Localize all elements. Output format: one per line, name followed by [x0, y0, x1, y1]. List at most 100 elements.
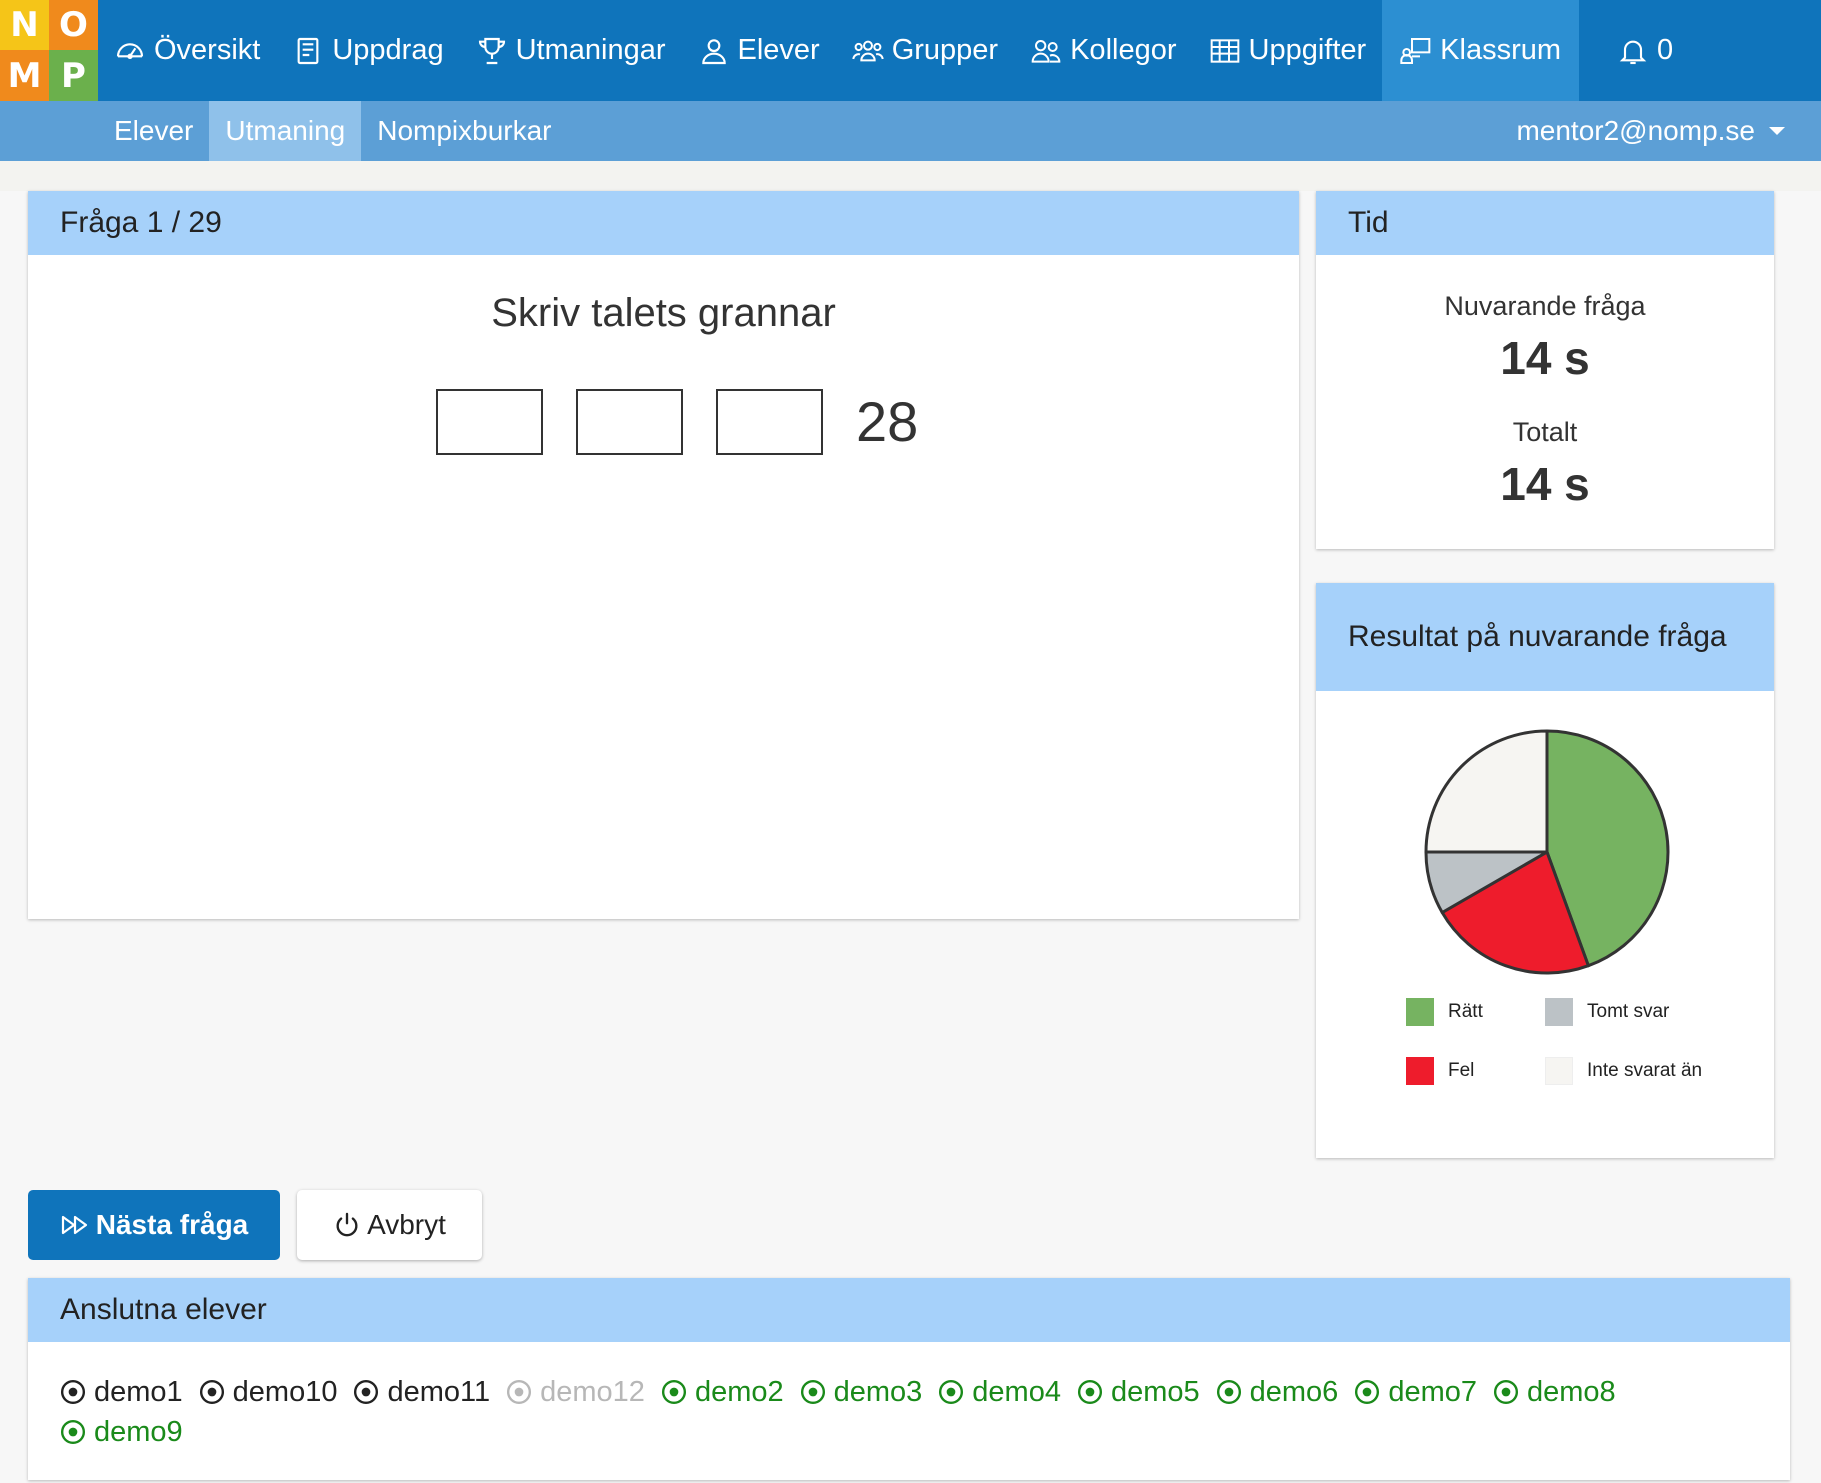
legend-item-ratt: Rätt: [1406, 998, 1483, 1026]
power-icon: [336, 1212, 358, 1237]
student-name: demo10: [232, 1376, 338, 1408]
student-demo10[interactable]: demo10: [199, 1374, 338, 1410]
pie-slice-inte-svarat-än: [1424, 729, 1549, 854]
student-list: demo1 demo10 demo11 demo12 demo2 demo3 demo4 de…: [60, 1374, 1720, 1450]
notification-count: 0: [1657, 34, 1674, 66]
connected-students-header: Anslutna elever: [28, 1278, 1790, 1342]
nav-item-label: Kollegor: [1070, 34, 1177, 66]
answer-box-2[interactable]: [576, 389, 683, 455]
abort-label: Avbryt: [367, 1209, 446, 1240]
pie-slice-fel: [1440, 850, 1590, 975]
time-header: Tid: [1316, 191, 1774, 255]
nav-item-kollegor[interactable]: Kollegor: [1014, 0, 1192, 101]
nav-item-uppdrag[interactable]: Uppdrag: [276, 0, 459, 101]
subnav-item-nompixburkar[interactable]: Nompixburkar: [377, 115, 552, 146]
legend-swatch-fel: [1406, 1057, 1434, 1085]
dashboard-icon: [116, 42, 144, 59]
legend-swatch-ratt: [1406, 998, 1434, 1026]
student-demo1[interactable]: demo1: [60, 1374, 183, 1410]
student-name: demo4: [972, 1376, 1061, 1408]
status-dot-icon: [661, 1379, 686, 1405]
fast-forward-icon: [61, 1215, 87, 1235]
next-question-button[interactable]: Nästa fråga: [28, 1190, 280, 1260]
student-name: demo8: [1526, 1376, 1616, 1408]
group-icon: [852, 40, 884, 61]
legend-swatch-tomt-svar: [1545, 998, 1573, 1026]
nomp-logo[interactable]: N O M P: [0, 0, 98, 101]
student-name: demo11: [387, 1376, 491, 1408]
results-pie-chart: [1424, 729, 1670, 975]
nav-item-label: Klassrum: [1440, 34, 1562, 66]
student-name: demo7: [1388, 1376, 1477, 1408]
legend-item-fel: Fel: [1406, 1057, 1474, 1085]
status-dot-icon: [60, 1379, 86, 1405]
main-nav: Översikt Uppdrag Utmaningar Elever Grupp…: [98, 0, 1703, 101]
student-name: demo12: [540, 1376, 645, 1408]
student-demo4[interactable]: demo4: [938, 1374, 1061, 1410]
question-prompt: Skriv talets grannar: [491, 291, 836, 335]
sub-navbar: Elever Utmaning Nompixburkar mentor2@nom…: [0, 101, 1821, 161]
status-dot-icon: [1355, 1379, 1380, 1405]
status-dot-icon: [1493, 1379, 1519, 1405]
answer-box-3[interactable]: [716, 389, 823, 455]
question-card: Fråga 1 / 29 Skriv talets grannar 28: [28, 191, 1299, 919]
student-demo9[interactable]: demo9: [60, 1414, 183, 1450]
legend-item-tomt-svar: Tomt svar: [1545, 998, 1669, 1026]
student-demo12[interactable]: demo12: [506, 1374, 645, 1410]
time-card: Tid Nuvarande fråga 14 s Totalt 14 s: [1316, 191, 1774, 549]
nav-item-label: Elever: [737, 34, 820, 66]
nav-item-label: Utmaningar: [515, 34, 666, 66]
abort-button[interactable]: Avbryt: [297, 1190, 482, 1260]
nav-item-label: Uppdrag: [332, 34, 444, 66]
legend-label-fel: Fel: [1448, 1060, 1475, 1081]
subnav-item-elever[interactable]: Elever: [114, 115, 194, 146]
user-menu-dropdown[interactable]: mentor2@nomp.se: [1516, 101, 1785, 161]
nav-item-klassrum[interactable]: Klassrum: [1382, 0, 1580, 101]
bell-icon: [1619, 40, 1647, 64]
legend-swatch-inte-svarat: [1545, 1057, 1573, 1085]
nav-item-grupper[interactable]: Grupper: [836, 0, 1014, 101]
student-demo7[interactable]: demo7: [1354, 1374, 1477, 1410]
nav-item-label: Uppgifter: [1248, 34, 1367, 66]
sub-nav: Elever Utmaning Nompixburkar: [98, 101, 568, 161]
notifications-button[interactable]: 0: [1579, 0, 1703, 101]
status-dot-icon: [199, 1379, 224, 1405]
book-icon: [297, 37, 319, 64]
student-demo5[interactable]: demo5: [1077, 1374, 1200, 1410]
student-demo3[interactable]: demo3: [800, 1374, 922, 1410]
student-demo11[interactable]: demo11: [353, 1374, 490, 1410]
student-demo2[interactable]: demo2: [661, 1374, 784, 1410]
status-dot-icon: [60, 1419, 86, 1445]
student-name: demo2: [694, 1376, 784, 1408]
classroom-icon: [1400, 37, 1431, 64]
student-name: demo1: [94, 1376, 183, 1408]
connected-students-card: Anslutna elever demo1 demo10 demo11 demo12 d…: [28, 1278, 1790, 1480]
nav-item-uppgifter[interactable]: Uppgifter: [1193, 0, 1383, 101]
nav-item-elever[interactable]: Elever: [682, 0, 836, 101]
legend-label-tomt-svar: Tomt svar: [1587, 1001, 1670, 1022]
student-demo8[interactable]: demo8: [1493, 1374, 1616, 1410]
current-question-time-value: 14 s: [1500, 332, 1590, 384]
total-time-value: 14 s: [1500, 458, 1590, 510]
logo-letter-n: N: [0, 0, 49, 50]
legend-item-inte-svarat: Inte svarat än: [1545, 1057, 1702, 1085]
question-number: 28: [856, 390, 919, 453]
results-card: Resultat på nuvarande fråga Rätt Tomt sv…: [1316, 583, 1774, 1158]
legend-label-ratt: Rätt: [1448, 1001, 1483, 1022]
user-email: mentor2@nomp.se: [1516, 115, 1755, 146]
logo-letter-p: P: [49, 50, 98, 101]
student-name: demo5: [1110, 1376, 1200, 1408]
status-dot-icon: [939, 1379, 964, 1405]
nav-item-utmaningar[interactable]: Utmaningar: [460, 0, 682, 101]
student-name: demo9: [94, 1416, 183, 1448]
status-dot-icon: [1216, 1379, 1241, 1405]
answer-box-1[interactable]: [436, 389, 543, 455]
logo-letter-m: M: [0, 50, 49, 101]
status-dot-icon: [1077, 1379, 1102, 1405]
legend-label-inte-svarat: Inte svarat än: [1587, 1060, 1703, 1081]
nav-item-oversikt[interactable]: Översikt: [98, 0, 276, 101]
people-icon: [1031, 39, 1061, 63]
subnav-item-utmaning[interactable]: Utmaning: [209, 101, 362, 161]
logo-letter-o: O: [49, 0, 98, 50]
student-demo6[interactable]: demo6: [1216, 1374, 1338, 1410]
